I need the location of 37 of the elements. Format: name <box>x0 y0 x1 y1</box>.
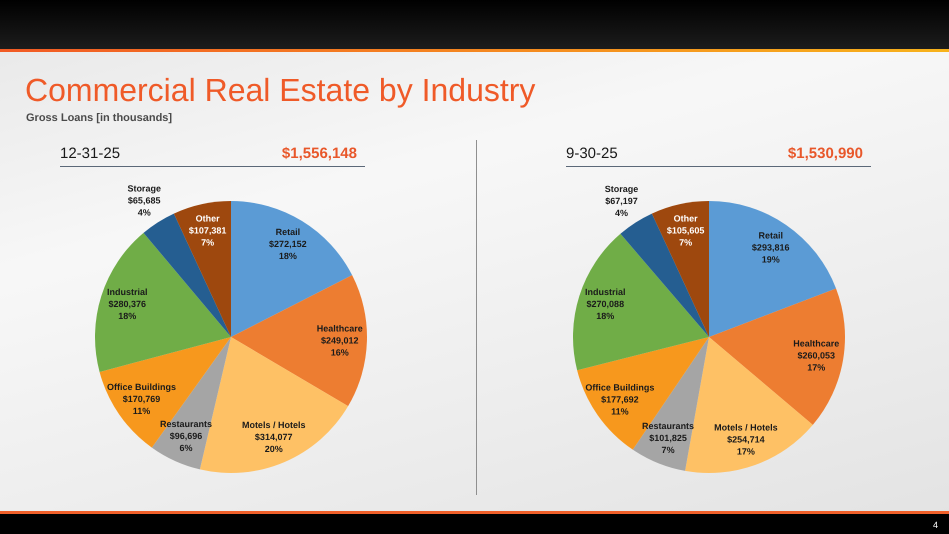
slice-label: Retail <box>758 230 783 240</box>
data-label: $96,696 6% <box>170 431 202 454</box>
chart-title: 12-31-25 <box>60 145 120 163</box>
text: 4 <box>933 519 938 531</box>
slice-label: Office Buildings <box>106 382 176 392</box>
slice-label: Industrial <box>585 287 626 298</box>
data-label: $101,825 7% <box>649 432 687 455</box>
slice-label: Motels / Hotels <box>714 422 778 432</box>
text: Commercial Real Estate by Industry <box>25 71 536 109</box>
data-label: $105,605 7% <box>666 226 704 248</box>
data-label: $67,197 4% <box>605 196 638 218</box>
chart-subtitle: $1,556,148 <box>282 145 357 163</box>
data-label: $314,077 20% <box>254 432 292 454</box>
slice-label: Healthcare <box>793 338 840 348</box>
slice-label: Other <box>196 214 220 224</box>
data-label: $249,012 16% <box>320 335 359 358</box>
data-label: $177,692 11% <box>601 394 639 416</box>
data-label: $272,152 18% <box>269 239 307 262</box>
slice-label: Other <box>674 214 698 224</box>
chart-title: 9-30-25 <box>566 145 618 163</box>
slice-label: Healthcare <box>316 323 363 334</box>
data-label: $270,088 18% <box>586 299 624 322</box>
slice-label: Storage <box>127 183 161 194</box>
slice-label: Office Buildings <box>585 382 654 392</box>
data-label: $280,376 18% <box>108 299 146 322</box>
data-label: $293,816 19% <box>752 242 790 264</box>
data-label: $170,769 11% <box>122 394 160 416</box>
slice-label: Industrial <box>106 287 148 298</box>
text: Gross Loans [in thousands] <box>26 111 172 125</box>
slice-label: Retail <box>276 227 300 238</box>
data-label: $65,685 4% <box>128 195 160 218</box>
chart-subtitle: $1,530,990 <box>788 145 863 163</box>
data-label: $260,053 17% <box>797 350 836 372</box>
data-label: $254,714 17% <box>727 434 765 456</box>
slice-label: Storage <box>604 184 638 194</box>
slice-label: Motels / Hotels <box>242 420 306 430</box>
data-label: $107,381 7% <box>188 226 226 248</box>
